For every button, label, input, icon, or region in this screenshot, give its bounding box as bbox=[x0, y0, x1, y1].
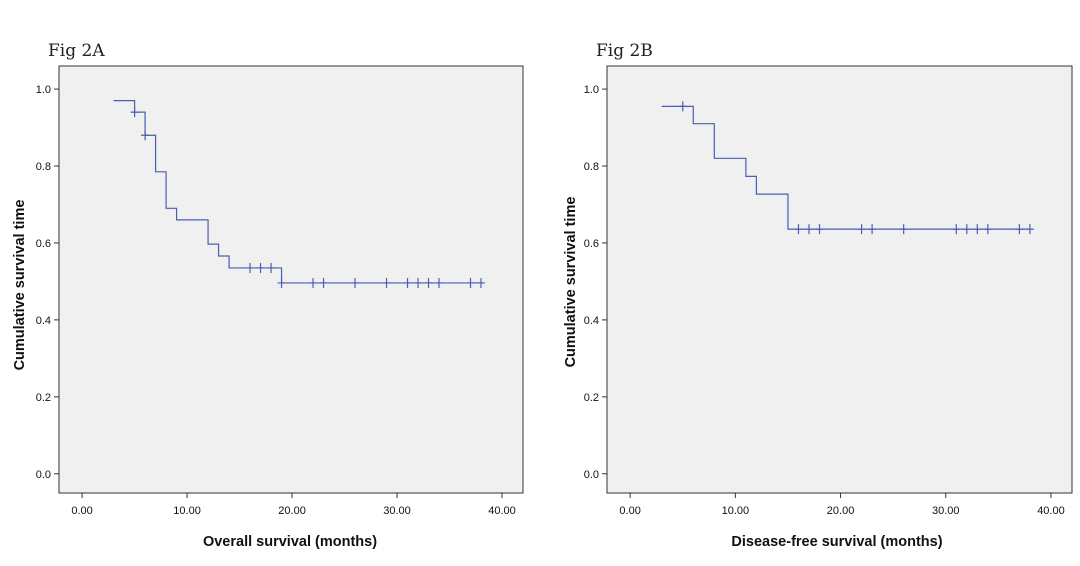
x-tick-label-b-4: 40.00 bbox=[1037, 505, 1065, 517]
survival-curve-b bbox=[661, 101, 1034, 235]
censor-mark-a-10 bbox=[403, 277, 412, 288]
censor-mark-b-9 bbox=[973, 224, 982, 235]
figure-label-b: Fig 2B bbox=[596, 41, 653, 61]
y-tick-label-b-1: 0.2 bbox=[584, 392, 599, 404]
censor-mark-b-5 bbox=[868, 224, 877, 235]
x-tick-label-b-0: 0.00 bbox=[619, 505, 640, 517]
censor-mark-b-12 bbox=[1025, 224, 1034, 235]
censor-mark-b-10 bbox=[983, 224, 992, 235]
censor-mark-a-5 bbox=[277, 277, 286, 288]
y-tick-label-a-2: 0.4 bbox=[36, 315, 51, 327]
x-tick-label-a-2: 20.00 bbox=[278, 505, 306, 517]
y-tick-label-b-3: 0.6 bbox=[584, 238, 599, 250]
survival-line-b bbox=[661, 105, 1030, 230]
y-axis-title-b: Cumulative survival time bbox=[563, 197, 579, 368]
censor-mark-a-15 bbox=[477, 277, 486, 288]
y-tick-label-b-0: 0.0 bbox=[584, 469, 599, 481]
chart-panel-b: Fig 2B 0.00 10.00 20.00 30.00 40.00 0.0 0.2 0.4… bbox=[563, 41, 1073, 550]
y-tick-label-a-5: 1.0 bbox=[36, 84, 51, 96]
y-tick-label-b-4: 0.8 bbox=[584, 161, 599, 173]
censor-mark-a-14 bbox=[466, 277, 475, 288]
censor-mark-a-2 bbox=[246, 262, 255, 273]
censor-mark-a-8 bbox=[351, 277, 360, 288]
x-axis-title-b: Disease-free survival (months) bbox=[731, 534, 942, 550]
censor-mark-a-7 bbox=[319, 277, 328, 288]
censor-mark-b-7 bbox=[952, 224, 961, 235]
x-tick-label-a-3: 30.00 bbox=[383, 505, 411, 517]
x-tick-label-a-1: 10.00 bbox=[173, 505, 201, 517]
censor-mark-b-8 bbox=[962, 224, 971, 235]
censor-mark-a-4 bbox=[267, 262, 276, 273]
figure-label-a: Fig 2A bbox=[48, 41, 105, 61]
y-axis-title-a: Cumulative survival time bbox=[12, 200, 28, 371]
y-tick-label-b-5: 1.0 bbox=[584, 84, 599, 96]
plot-area-a bbox=[58, 65, 524, 494]
censor-mark-a-6 bbox=[309, 277, 318, 288]
survival-line-a bbox=[113, 100, 482, 284]
x-tick-label-a-4: 40.00 bbox=[488, 505, 516, 517]
censor-mark-b-0 bbox=[678, 101, 687, 112]
plot-area-b bbox=[606, 65, 1073, 494]
censor-mark-b-4 bbox=[857, 224, 866, 235]
censor-mark-a-3 bbox=[256, 262, 265, 273]
censor-mark-a-9 bbox=[382, 277, 391, 288]
y-tick-label-a-1: 0.2 bbox=[36, 392, 51, 404]
x-tick-label-a-0: 0.00 bbox=[71, 505, 92, 517]
y-tick-label-a-4: 0.8 bbox=[36, 161, 51, 173]
censor-mark-a-13 bbox=[435, 277, 444, 288]
survival-curve-a bbox=[113, 100, 486, 288]
chart-panel-a: Fig 2A 0.00 10.00 20.00 30.00 40.00 0.0 0.2 0.4… bbox=[12, 41, 524, 550]
censor-mark-b-11 bbox=[1015, 224, 1024, 235]
x-axis-title-a: Overall survival (months) bbox=[203, 534, 377, 550]
y-tick-label-b-2: 0.4 bbox=[584, 315, 599, 327]
x-tick-label-b-3: 30.00 bbox=[932, 505, 960, 517]
x-tick-label-b-1: 10.00 bbox=[722, 505, 750, 517]
censor-mark-b-2 bbox=[804, 224, 813, 235]
axis-ticks-a: 0.00 10.00 20.00 30.00 40.00 0.0 0.2 0.4 0.6 0.8 1… bbox=[36, 84, 516, 517]
y-tick-label-a-0: 0.0 bbox=[36, 469, 51, 481]
censor-mark-a-12 bbox=[424, 277, 433, 288]
censor-mark-a-0 bbox=[130, 107, 139, 118]
x-tick-label-b-2: 20.00 bbox=[827, 505, 855, 517]
y-tick-label-a-3: 0.6 bbox=[36, 238, 51, 250]
censor-mark-b-3 bbox=[815, 224, 824, 235]
censor-mark-a-11 bbox=[414, 277, 423, 288]
censor-mark-b-1 bbox=[794, 224, 803, 235]
axis-ticks-b: 0.00 10.00 20.00 30.00 40.00 0.0 0.2 0.4 0.6 0.8 1… bbox=[584, 84, 1065, 517]
censor-mark-b-6 bbox=[899, 224, 908, 235]
censor-mark-a-1 bbox=[141, 130, 150, 141]
